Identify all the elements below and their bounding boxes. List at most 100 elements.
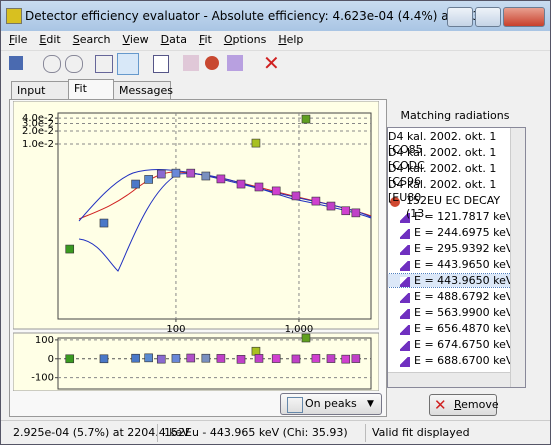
data-point (65, 354, 75, 364)
data-point (144, 175, 153, 184)
data-point (99, 354, 109, 364)
menu-item[interactable]: File (9, 33, 28, 46)
radiation-item[interactable]: E = 674.6750 keV (388, 338, 513, 351)
radiation-list[interactable]: E = 688.6700 keV E = 674.6750 keV E = 656.… (387, 127, 526, 388)
menu-bar: File Edit Search View Data Fit Options Help (3, 33, 309, 49)
horizontal-scrollbar[interactable] (388, 372, 510, 387)
data-point (341, 206, 351, 216)
data-point (341, 354, 351, 364)
dropdown-label: On peaks (305, 397, 357, 410)
data-point (291, 191, 301, 201)
menu-item[interactable]: Options (223, 33, 267, 46)
radiation-icon (400, 325, 410, 335)
status-field: 2.925e-04 (5.7%) at 2204.4 keV (13, 426, 190, 439)
menu-item[interactable]: View (122, 33, 149, 46)
menu-item[interactable]: Fit (198, 33, 212, 46)
data-point (326, 354, 336, 363)
zoom-out-icon[interactable] (65, 55, 83, 73)
x-tick-label: 1,000 (285, 324, 314, 335)
radiation-icon (400, 229, 410, 239)
data-point (201, 353, 211, 363)
y-tick-label: 2.0e-2 (22, 126, 54, 137)
check-icon[interactable] (153, 55, 169, 73)
radiation-item[interactable]: E = 688.6700 keV (388, 354, 513, 367)
residual-axes (57, 337, 372, 390)
peaks-dropdown[interactable]: On peaks ▼ (280, 393, 382, 415)
toolbar: ✕ (1, 50, 550, 77)
data-point (251, 138, 261, 148)
vertical-scrollbar[interactable] (510, 128, 525, 387)
status-separator (1, 420, 550, 421)
tab[interactable]: Input data (11, 81, 69, 110)
radiation-item[interactable]: E = 656.4870 keV (388, 322, 513, 335)
menu-item[interactable]: Data (160, 33, 187, 46)
close-button[interactable] (503, 7, 545, 27)
radiation-item[interactable]: E = 563.9900 keV (388, 306, 513, 319)
data-point (186, 168, 196, 178)
data-point (311, 196, 321, 206)
plots: 4.0e-23.0e-22.0e-2 1.0e-2 100 1,000 100 0 -100 (13, 101, 379, 391)
zoom-in-icon[interactable] (43, 55, 61, 73)
fit-icon[interactable] (95, 55, 113, 73)
x-tick-label: 100 (166, 324, 185, 335)
source-item[interactable]: D4 kal. 2002. okt. 1 [CO85 (388, 130, 497, 156)
radiation-item[interactable]: E = 488.6792 keV (388, 290, 513, 303)
grid-icon[interactable] (117, 53, 139, 75)
radiation-icon (400, 293, 410, 303)
tab[interactable]: Messages (113, 81, 173, 99)
maximize-button[interactable] (475, 7, 501, 27)
source-item[interactable]: D4 kal. 2002. okt. 1 [CS96 (388, 162, 497, 188)
data-point (201, 171, 211, 181)
data-point (171, 168, 181, 178)
menu-item[interactable]: Help (278, 33, 304, 46)
tab[interactable]: Fit (68, 79, 114, 100)
data-point (301, 114, 311, 124)
source-icon (390, 197, 400, 207)
title-bar: Detector efficiency evaluator - Absolute… (1, 1, 550, 31)
peaks-icon[interactable] (183, 55, 199, 71)
radiation-item[interactable]: E = 443.9650 keV (388, 258, 513, 271)
y-tick-label: -100 (31, 373, 54, 384)
source-item[interactable]: D4 kal. 2002. okt. 1 [EU80 (388, 178, 497, 204)
remove-icon: ✕ (434, 396, 447, 414)
window-title: Detector efficiency evaluator - Absolute… (25, 9, 500, 23)
delete-icon[interactable]: ✕ (263, 51, 280, 75)
radiation-item[interactable]: E = 443.9650 keV (388, 273, 515, 288)
y-tick-label: 100 (35, 335, 54, 346)
data-point (131, 353, 140, 363)
data-point (99, 218, 109, 228)
y-tick-label: 4.0e-2 (22, 113, 54, 124)
data-point (326, 201, 336, 211)
status-field: Valid fit displayed (365, 424, 551, 442)
data-point (144, 353, 153, 363)
data-point (131, 179, 140, 189)
remove-button[interactable]: ✕ Remove (429, 394, 499, 416)
save-icon[interactable] (9, 56, 23, 70)
data-point (271, 354, 281, 363)
data-point (186, 353, 196, 363)
source-item[interactable]: 152EU EC DECAY (13. (388, 194, 525, 220)
radiation-icon[interactable] (227, 55, 243, 71)
radiation-item[interactable]: E = 244.6975 keV (388, 226, 513, 239)
data-point (171, 354, 181, 363)
data-point (254, 354, 264, 363)
radiation-icon (400, 213, 410, 223)
radiation-item[interactable]: E = 121.7817 keV (388, 210, 513, 223)
data-point (254, 182, 264, 192)
data-point (216, 354, 226, 363)
data-point (236, 179, 246, 189)
data-point (301, 333, 311, 343)
status-field: 152Eu - 443.965 keV (Chi: 35.93) (157, 424, 370, 442)
source-item[interactable]: D4 kal. 2002. okt. 1 [CODC (388, 146, 497, 172)
menu-item[interactable]: Search (72, 33, 111, 46)
panel-title: Matching radiations (400, 109, 510, 122)
data-point (156, 169, 166, 179)
dropdown-arrow: ▼ (367, 399, 374, 409)
remove-label: Remove (454, 398, 499, 411)
minimize-button[interactable] (447, 7, 473, 27)
source-icon[interactable] (205, 56, 219, 70)
y-tick-label: 0 (48, 354, 54, 365)
menu-item[interactable]: Edit (39, 33, 61, 46)
radiation-item[interactable]: E = 295.9392 keV (388, 242, 513, 255)
radiation-icon (400, 357, 410, 367)
